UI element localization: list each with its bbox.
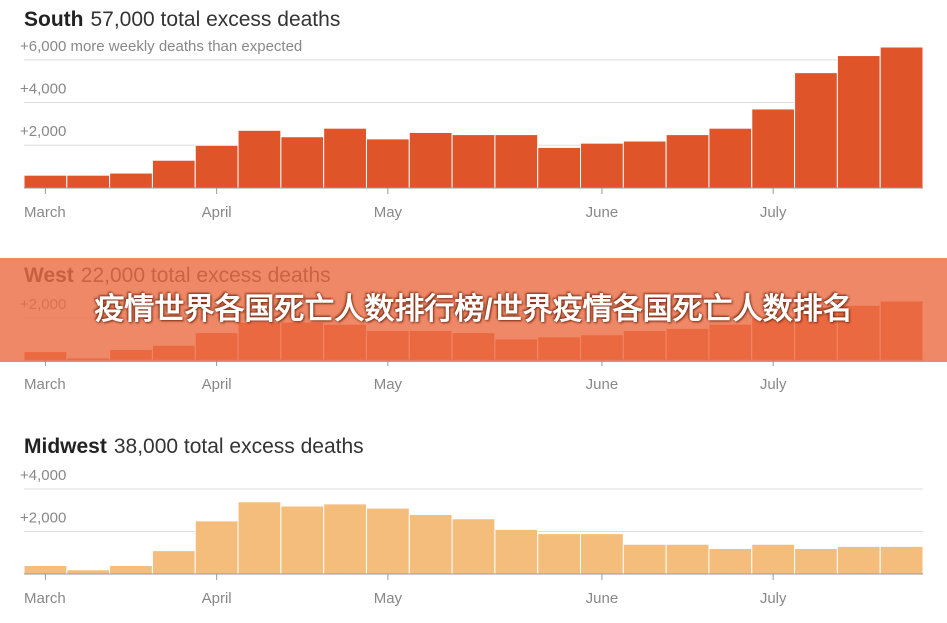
bar bbox=[237, 129, 282, 189]
bar bbox=[323, 503, 367, 575]
bar bbox=[109, 172, 153, 189]
total-deaths: 57,000 total excess deaths bbox=[90, 8, 340, 31]
overlay-title: 疫情世界各国死亡人数排行榜/世界疫情各国死亡人数排名 bbox=[94, 293, 853, 326]
region-name: South bbox=[24, 8, 83, 31]
x-tick-label: April bbox=[202, 590, 232, 607]
x-tick-label: April bbox=[202, 376, 232, 393]
bar bbox=[665, 134, 710, 189]
x-tick-label: March bbox=[24, 590, 66, 607]
bar bbox=[151, 550, 196, 575]
x-tick-label: April bbox=[202, 204, 232, 221]
bar bbox=[580, 142, 624, 189]
bar bbox=[494, 528, 539, 575]
y-tick-label: +6,000 more weekly deaths than expected bbox=[20, 38, 302, 55]
bar bbox=[580, 533, 624, 575]
x-tick-label: July bbox=[760, 590, 787, 607]
bar bbox=[280, 505, 325, 575]
y-tick-label: +4,000 bbox=[20, 81, 66, 98]
bar bbox=[451, 518, 496, 575]
bar bbox=[151, 159, 196, 189]
x-tick-label: June bbox=[586, 590, 619, 607]
bar bbox=[194, 144, 239, 189]
bar bbox=[751, 108, 796, 189]
bar bbox=[879, 545, 924, 575]
bar bbox=[365, 507, 410, 575]
panel-title: Midwest 38,000 total excess deaths bbox=[24, 435, 364, 458]
bar bbox=[751, 543, 796, 575]
bar bbox=[836, 545, 881, 575]
y-tick-label: +4,000 bbox=[20, 467, 66, 484]
x-tick-label: June bbox=[586, 376, 619, 393]
bar bbox=[879, 46, 924, 189]
bar bbox=[794, 72, 838, 189]
x-tick-label: May bbox=[374, 376, 403, 393]
total-deaths: 38,000 total excess deaths bbox=[114, 435, 364, 458]
bar bbox=[665, 543, 710, 575]
bar bbox=[323, 127, 367, 189]
x-tick-label: May bbox=[374, 204, 403, 221]
bar bbox=[408, 131, 453, 189]
bar bbox=[194, 520, 239, 575]
bar bbox=[622, 543, 667, 575]
x-tick-label: March bbox=[24, 204, 66, 221]
bar bbox=[280, 136, 325, 189]
y-tick-label: +2,000 bbox=[20, 123, 66, 140]
bar bbox=[66, 174, 111, 189]
bar bbox=[23, 565, 68, 575]
bar bbox=[494, 134, 539, 189]
x-tick-label: June bbox=[586, 204, 619, 221]
x-tick-label: July bbox=[760, 204, 787, 221]
bar bbox=[23, 174, 68, 189]
y-tick-label: +2,000 bbox=[20, 509, 66, 526]
region-name: Midwest bbox=[24, 435, 107, 458]
bar bbox=[836, 55, 881, 189]
panel-title: South 57,000 total excess deaths bbox=[24, 8, 340, 31]
bar bbox=[622, 140, 667, 189]
bar bbox=[794, 548, 838, 575]
bar bbox=[451, 134, 496, 189]
overlay-banner: 疫情世界各国死亡人数排行榜/世界疫情各国死亡人数排名 bbox=[0, 258, 947, 362]
bar bbox=[537, 533, 582, 575]
bar bbox=[408, 514, 453, 575]
bar bbox=[237, 501, 282, 575]
bar bbox=[66, 569, 111, 575]
x-tick-label: May bbox=[374, 590, 403, 607]
bar bbox=[537, 146, 582, 189]
bar bbox=[109, 565, 153, 575]
bar bbox=[365, 138, 410, 189]
bar bbox=[708, 548, 753, 575]
bar bbox=[708, 127, 753, 189]
x-tick-label: July bbox=[760, 376, 787, 393]
x-tick-label: March bbox=[24, 376, 66, 393]
